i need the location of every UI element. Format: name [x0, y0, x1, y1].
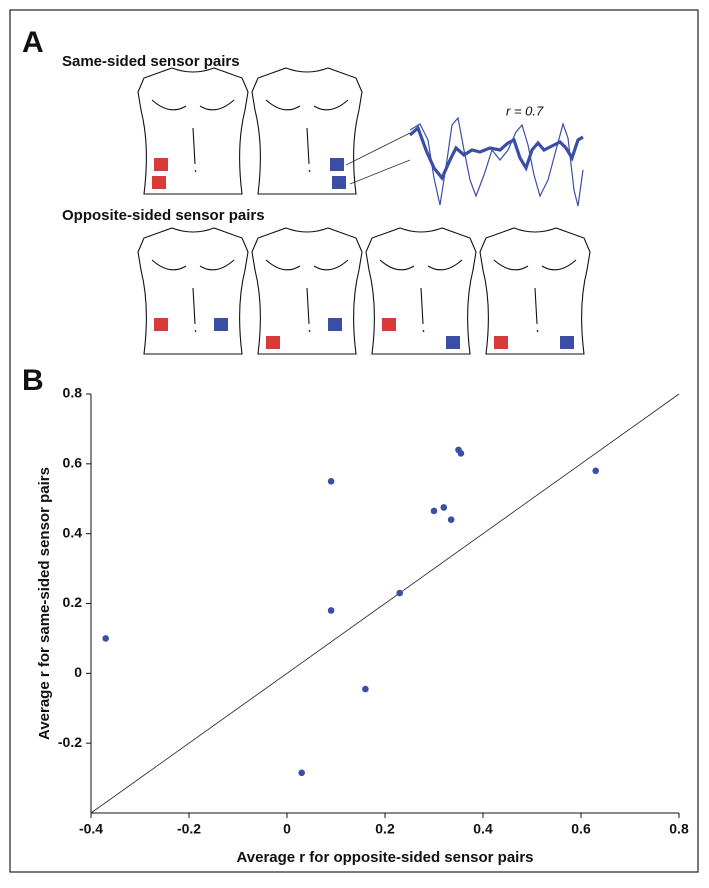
- chest-line: [427, 259, 463, 271]
- panel-label: A: [22, 26, 44, 59]
- spine-line: [534, 287, 539, 333]
- spine-line: [192, 287, 197, 333]
- torso: [251, 227, 363, 355]
- chest-line: [379, 259, 415, 271]
- sensor: [332, 176, 346, 189]
- sensor: [560, 336, 574, 349]
- x-tick-label: 0.8: [669, 821, 689, 837]
- x-tick-label: -0.2: [177, 821, 201, 837]
- spine-line: [420, 287, 425, 333]
- y-tick-label: 0: [74, 664, 82, 680]
- signal-traces: [345, 116, 584, 207]
- section-title: Same-sided sensor pairs: [62, 53, 240, 70]
- annotation: r = 0.7: [506, 103, 544, 118]
- x-tick-label: 0: [283, 821, 291, 837]
- torso-outline: [251, 227, 363, 355]
- torso: [251, 67, 363, 195]
- chest-line: [199, 259, 235, 271]
- trace-thick: [408, 125, 584, 182]
- scatter-plot: -0.4 -0.2 0 0.2 0.4 0.6 0.8 -0.2 0 0.2 0.4 0.6 0.8 Av…: [36, 385, 689, 866]
- figure-border: [9, 9, 699, 873]
- sensor: [328, 318, 342, 331]
- point: [396, 589, 404, 597]
- y-tick-label: -0.2: [58, 734, 82, 750]
- sensor: [494, 336, 508, 349]
- torso-outline: [137, 67, 249, 195]
- chest-line: [541, 259, 577, 271]
- x-tick-label: -0.4: [79, 821, 103, 837]
- panel-label: B: [22, 364, 44, 397]
- x-axis-label: Average r for opposite-sided sensor pair…: [236, 849, 533, 866]
- sensor: [152, 176, 166, 189]
- y-tick-label: 0.8: [63, 385, 83, 401]
- x-tick-label: 0.6: [571, 821, 591, 837]
- x-tick-label: 0.4: [473, 821, 493, 837]
- connector: [345, 132, 411, 166]
- point: [440, 504, 448, 511]
- torsos: [137, 67, 591, 355]
- chest-line: [199, 99, 235, 111]
- chest-line: [265, 259, 301, 271]
- torso: [137, 67, 249, 195]
- torso-outline: [137, 227, 249, 355]
- spine-line: [192, 127, 197, 173]
- torso: [137, 227, 249, 355]
- chest-line: [313, 99, 349, 111]
- point: [362, 685, 369, 693]
- chest-line: [493, 259, 529, 271]
- chest-line: [265, 99, 301, 111]
- section-title: Opposite-sided sensor pairs: [62, 207, 265, 224]
- point: [327, 477, 335, 485]
- point: [430, 507, 438, 515]
- y-axis-label: Average r for same-sided sensor pairs: [36, 467, 53, 740]
- sensor: [154, 158, 168, 171]
- torso-outline: [365, 227, 477, 355]
- connector: [349, 159, 411, 185]
- sensor: [382, 318, 396, 331]
- spine-line: [306, 127, 311, 173]
- chest-line: [151, 99, 187, 111]
- point: [457, 450, 465, 457]
- point: [298, 769, 306, 777]
- x-tick-label: 0.2: [375, 821, 395, 837]
- y-tick-label: 0.6: [63, 455, 83, 471]
- torso-outline: [251, 67, 363, 195]
- point: [102, 635, 109, 642]
- y-tick-label: 0.4: [63, 524, 83, 540]
- point: [327, 607, 335, 614]
- chest-line: [313, 259, 349, 271]
- chest-line: [151, 259, 187, 271]
- torso-outline: [479, 227, 591, 355]
- torso: [365, 227, 477, 355]
- sensor: [446, 336, 460, 349]
- spine-line: [306, 287, 311, 333]
- identity-line: [90, 393, 680, 814]
- point: [592, 467, 599, 475]
- sensor: [154, 318, 168, 331]
- sensor: [266, 336, 280, 349]
- trace-thin: [409, 116, 584, 207]
- sensor: [214, 318, 228, 331]
- point: [447, 516, 455, 523]
- torso: [479, 227, 591, 355]
- y-tick-label: 0.2: [63, 594, 83, 610]
- sensor: [330, 158, 344, 171]
